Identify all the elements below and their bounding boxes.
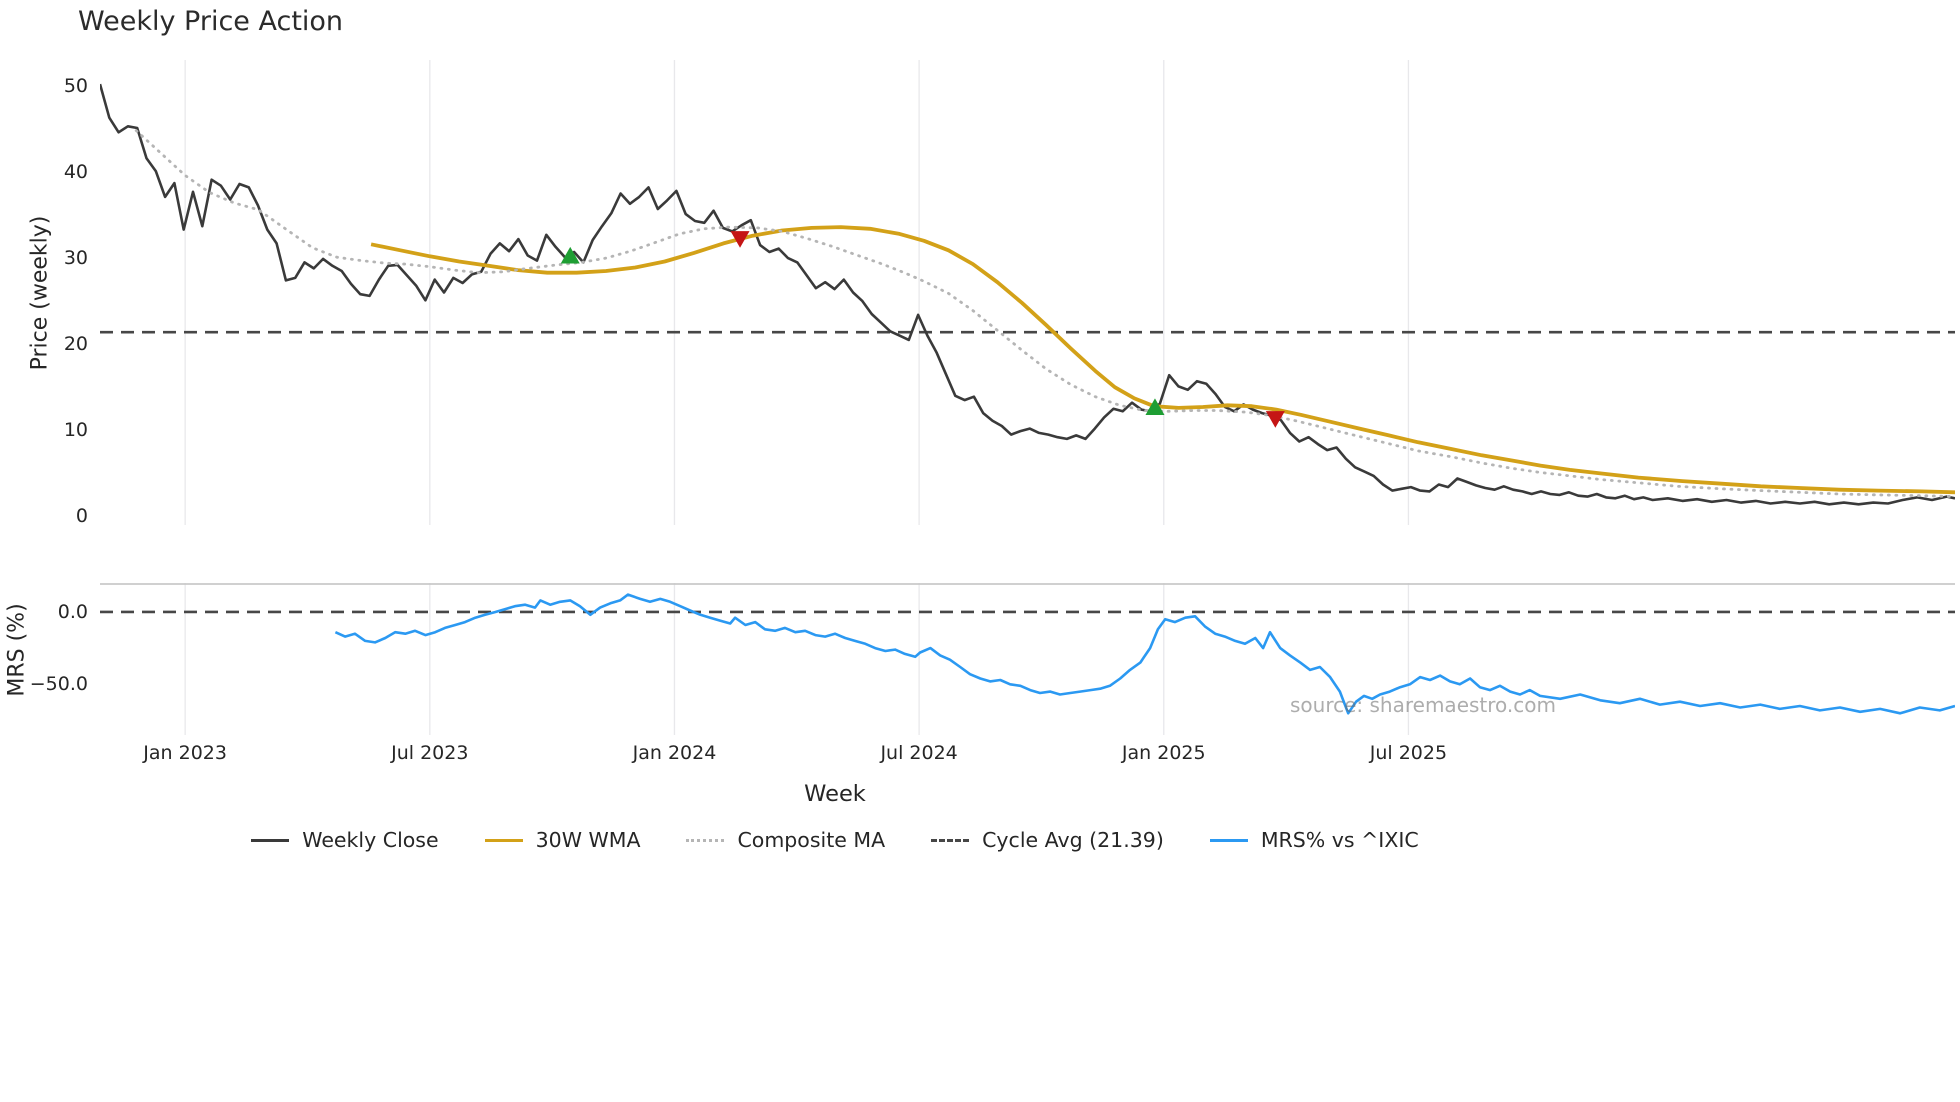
mrs-y-axis-label: MRS (%) [4,603,30,697]
legend-label: Composite MA [737,828,886,852]
legend-item-weekly-close: Weekly Close [251,828,439,852]
legend-line-swatch [484,838,523,842]
x-tick-label: Jan 2023 [143,742,227,764]
sell-signal-marker [1265,411,1285,428]
price-panel-plot [100,60,1955,525]
sell-signal-marker [730,231,750,248]
legend-label: 30W WMA [535,828,641,852]
legend-item-cycle-avg-21-39-: Cycle Avg (21.39) [931,828,1164,852]
x-tick-label: Jul 2025 [1369,742,1448,764]
series-mrs-vs-ixic [334,593,1955,715]
legend-line-swatch [686,838,725,842]
price-y-axis-label: Price (weekly) [27,215,53,371]
x-tick-label: Jan 2024 [632,742,717,764]
legend-line-swatch [1209,838,1248,842]
legend: Weekly Close 30W WMA Composite MA Cycle Avg… [0,828,1670,852]
legend-line-swatch [931,838,970,842]
price-y-tick-label: 20 [63,333,88,356]
legend-line-swatch [251,838,290,842]
x-axis-label: Week [804,781,866,807]
watermark: source: sharemaestro.com [1290,693,1556,717]
legend-label: Weekly Close [302,828,439,852]
mrs-y-tick-label: −50.0 [29,673,88,696]
mrs-y-tick-label: 0.0 [57,600,88,623]
x-tick-label: Jan 2025 [1121,742,1206,764]
legend-label: Cycle Avg (21.39) [982,828,1164,852]
legend-item-30w-wma: 30W WMA [484,828,641,852]
x-tick-label: Jul 2024 [880,742,958,764]
series-composite-ma [134,129,1955,499]
mrs-panel-plot [100,583,1955,735]
price-y-tick-label: 40 [63,160,88,183]
buy-signal-marker [1145,398,1165,416]
x-tick-label: Jul 2023 [391,742,469,764]
price-y-tick-label: 50 [63,74,88,97]
legend-label: MRS% vs ^IXIC [1260,828,1419,852]
series-weekly-close [100,83,1955,506]
price-y-tick-label: 30 [63,247,88,270]
legend-item-composite-ma: Composite MA [686,828,885,852]
price-y-tick-label: 10 [63,419,88,442]
legend-item-mrs-vs-ixic: MRS% vs ^IXIC [1209,828,1419,852]
price-y-tick-label: 0 [75,505,88,528]
chart-title: Weekly Price Action [78,6,344,37]
buy-signal-marker [560,246,580,264]
series-30w-wma [370,225,1955,495]
